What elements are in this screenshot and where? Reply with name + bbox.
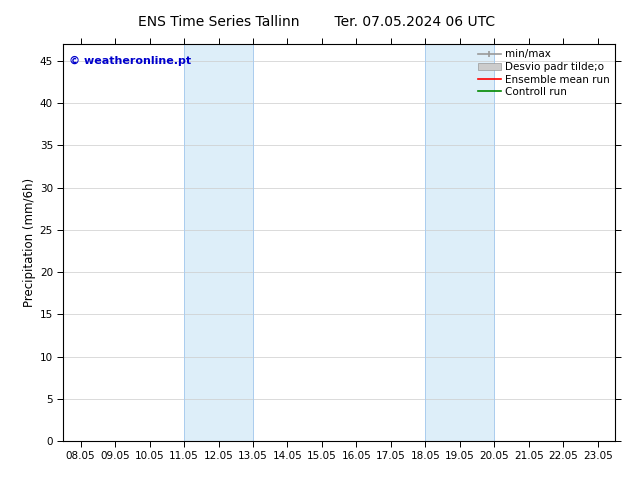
Legend: min/max, Desvio padr tilde;o, Ensemble mean run, Controll run: min/max, Desvio padr tilde;o, Ensemble m… xyxy=(476,47,612,99)
Y-axis label: Precipitation (mm/6h): Precipitation (mm/6h) xyxy=(23,178,36,307)
Bar xyxy=(425,44,495,441)
Text: ENS Time Series Tallinn        Ter. 07.05.2024 06 UTC: ENS Time Series Tallinn Ter. 07.05.2024 … xyxy=(138,15,496,29)
Text: © weatheronline.pt: © weatheronline.pt xyxy=(69,56,191,66)
Bar xyxy=(184,44,253,441)
